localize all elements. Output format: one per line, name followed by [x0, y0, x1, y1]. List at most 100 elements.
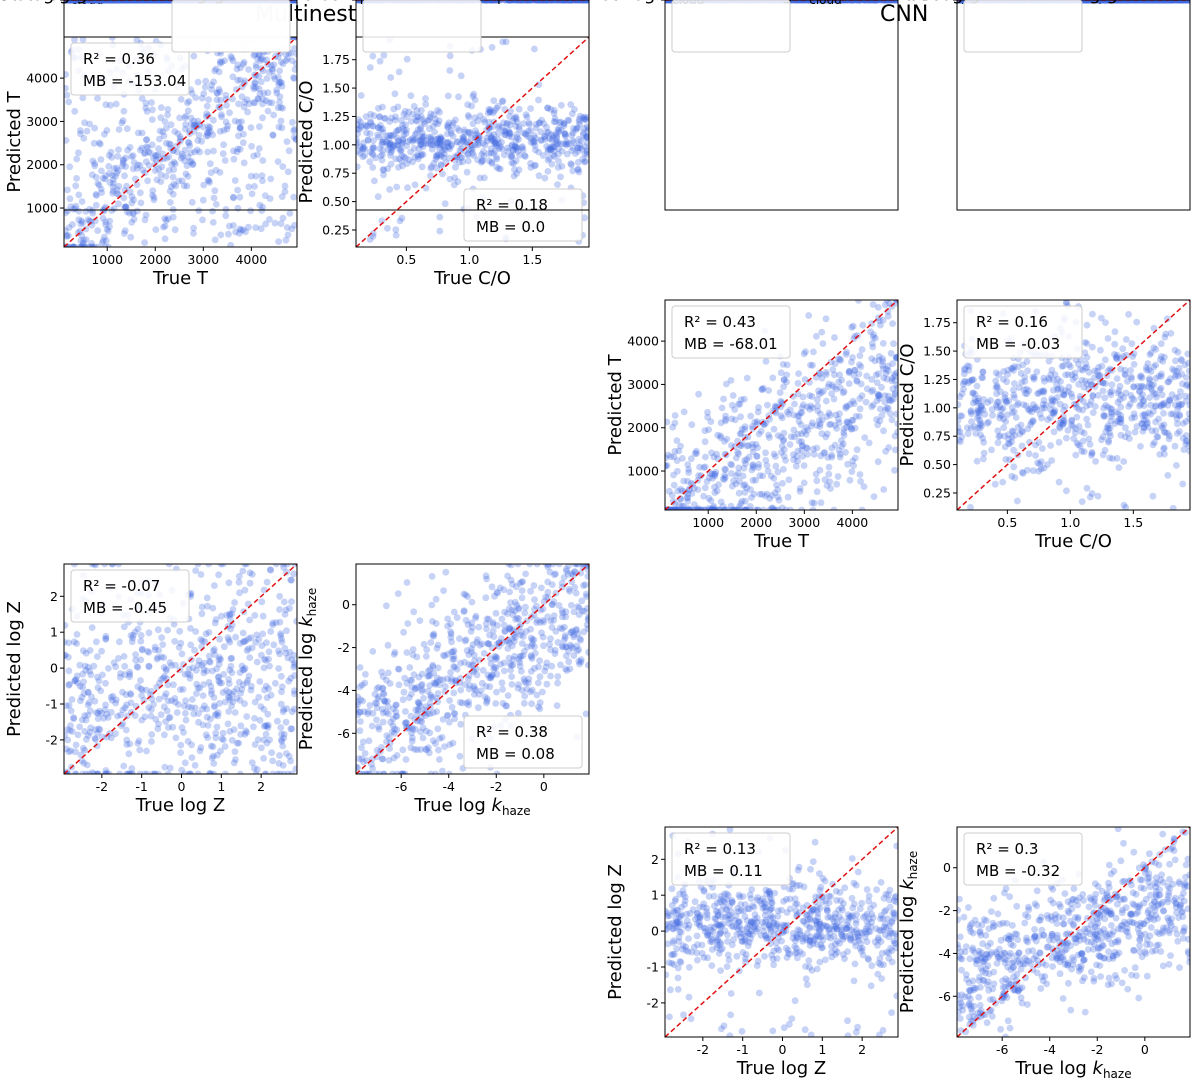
scatter-point: [707, 938, 714, 945]
scatter-point: [484, 695, 491, 702]
x-tick-label: 1000: [91, 252, 123, 267]
scatter-point: [233, 685, 240, 692]
scatter-point: [119, 162, 126, 169]
scatter-point: [259, 642, 266, 649]
scatter-point: [127, 234, 134, 241]
scatter-point: [758, 428, 765, 435]
scatter-point: [669, 424, 676, 431]
scatter-point: [1145, 409, 1152, 416]
y-tick-label: 3000: [627, 377, 659, 392]
scatter-point: [724, 938, 731, 945]
scatter-point: [1019, 469, 1026, 476]
scatter-point: [1109, 381, 1116, 388]
scatter-point: [395, 590, 402, 597]
scatter-point: [263, 657, 270, 664]
scatter-point: [761, 953, 768, 960]
scatter-point: [162, 118, 169, 125]
scatter-point: [278, 688, 285, 695]
scatter-point: [885, 950, 892, 957]
scatter-point: [388, 149, 395, 156]
scatter-point: [457, 721, 464, 728]
scatter-point: [404, 649, 411, 656]
scatter-point: [854, 1024, 861, 1031]
scatter-point: [531, 665, 538, 672]
scatter-point: [451, 656, 458, 663]
scatter-point: [369, 723, 376, 730]
scatter-point: [278, 118, 285, 125]
scatter-point: [434, 151, 441, 158]
scatter-point: [134, 663, 141, 670]
scatter-point: [76, 662, 83, 669]
scatter-point: [744, 917, 751, 924]
scatter-point: [544, 681, 551, 688]
scatter-point: [264, 740, 271, 747]
scatter-point: [563, 652, 570, 659]
scatter-point: [765, 432, 772, 439]
r2-annotation: R² = 0.18: [476, 196, 548, 214]
scatter-point: [464, 169, 471, 176]
scatter-point: [267, 195, 274, 202]
scatter-point: [1058, 419, 1065, 426]
scatter-point: [797, 882, 804, 889]
scatter-point: [163, 217, 170, 224]
scatter-point: [164, 707, 171, 714]
scatter-point: [538, 585, 545, 592]
scatter-point: [87, 729, 94, 736]
scatter-point: [1060, 363, 1067, 370]
scatter-point: [1186, 410, 1193, 417]
scatter-point: [803, 975, 810, 982]
scatter-point: [1065, 427, 1072, 434]
scatter-point: [84, 128, 91, 135]
scatter-point: [818, 499, 825, 506]
scatter-point: [777, 389, 784, 396]
scatter-point: [285, 655, 292, 662]
scatter-point: [701, 888, 708, 895]
scatter-point: [270, 641, 277, 648]
y-tick-label: -2: [46, 732, 58, 747]
scatter-point: [206, 179, 213, 186]
scatter-point: [1085, 422, 1092, 429]
scatter-point: [831, 384, 838, 391]
scatter-point: [276, 606, 283, 613]
scatter-point: [165, 106, 172, 113]
scatter-point: [240, 630, 247, 637]
scatter-point: [1180, 435, 1187, 442]
scatter-point: [87, 671, 94, 678]
scatter-point: [807, 924, 814, 931]
y-tick-label: 1: [50, 625, 58, 640]
scatter-point: [66, 163, 73, 170]
scatter-point: [390, 705, 397, 712]
scatter-point: [891, 467, 898, 474]
y-tick-label: 0.75: [322, 166, 350, 181]
scatter-point: [497, 585, 504, 592]
scatter-point: [1156, 373, 1163, 380]
scatter-point: [779, 480, 786, 487]
scatter-point: [801, 480, 808, 487]
scatter-point: [236, 573, 243, 580]
scatter-point: [792, 997, 799, 1004]
scatter-point: [150, 155, 157, 162]
scatter-point: [1127, 367, 1134, 374]
scatter-point: [809, 499, 816, 506]
scatter-point: [65, 640, 72, 647]
scatter-point: [977, 421, 984, 428]
scatter-point: [669, 885, 676, 892]
scatter-point: [458, 72, 465, 79]
scatter-point: [849, 354, 856, 361]
scatter-point: [542, 175, 549, 182]
scatter-point: [411, 145, 418, 152]
scatter-point: [109, 172, 116, 179]
scatter-point: [799, 951, 806, 958]
scatter-point: [955, 424, 962, 431]
scatter-point: [502, 128, 509, 135]
scatter-point: [223, 119, 230, 126]
scatter-point: [72, 182, 79, 189]
scatter-point: [1154, 433, 1161, 440]
scatter-point: [375, 193, 382, 200]
scatter-point: [820, 340, 827, 347]
scatter-point: [688, 1015, 695, 1022]
scatter-point: [718, 907, 725, 914]
scatter-point: [396, 126, 403, 133]
